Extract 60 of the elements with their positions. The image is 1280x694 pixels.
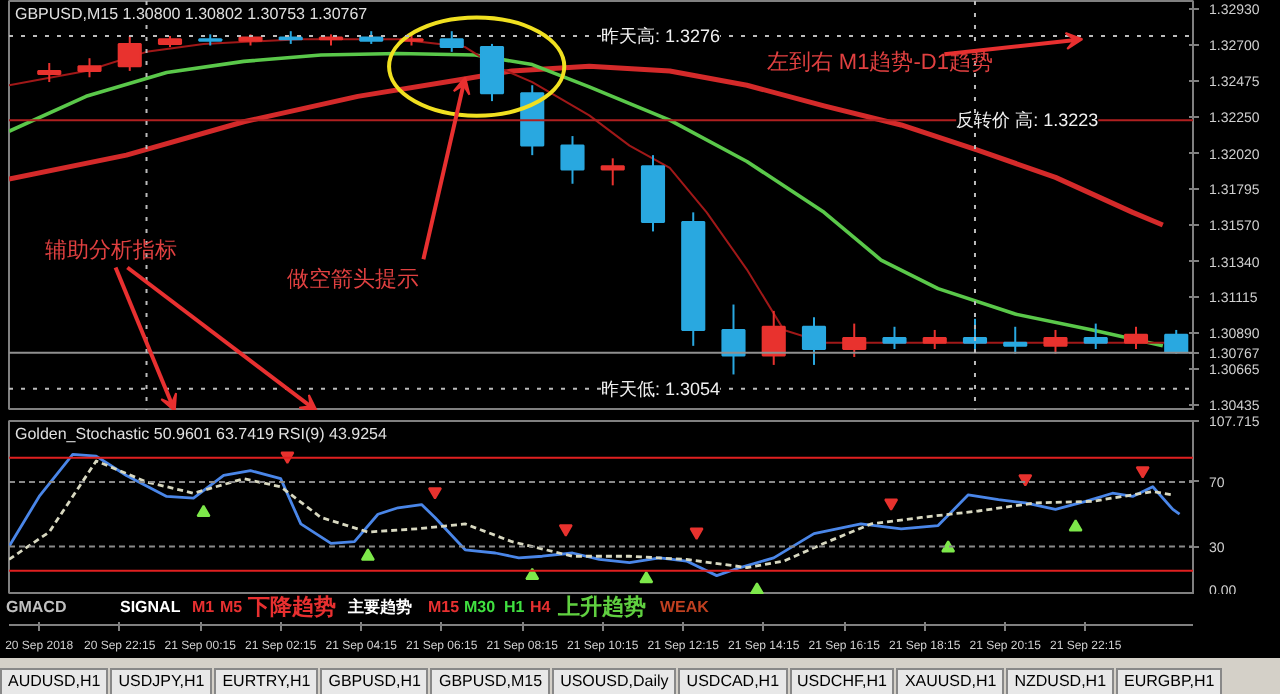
text: USDCHF,H1 bbox=[789, 668, 895, 694]
text: M30 bbox=[464, 596, 496, 620]
point bbox=[1068, 519, 1083, 532]
text: USOUSD,Daily bbox=[552, 668, 677, 694]
text: GMACD bbox=[6, 596, 67, 620]
text: GBPUSD,H1 bbox=[320, 668, 429, 694]
point bbox=[749, 582, 764, 594]
candlestick bbox=[962, 317, 988, 351]
candlestick bbox=[117, 34, 142, 72]
ref-line-label: 反转价 高: 1.3223 bbox=[956, 110, 1099, 131]
candlestick bbox=[922, 328, 947, 351]
text: XAUUSD,H1 bbox=[896, 668, 1005, 694]
point bbox=[689, 527, 704, 540]
candlestick bbox=[1123, 325, 1149, 351]
point bbox=[639, 570, 654, 584]
text: GBPUSD,M15 bbox=[430, 668, 551, 694]
point bbox=[427, 487, 442, 500]
text: USDCAD,H1 bbox=[678, 668, 788, 694]
candlestick bbox=[600, 157, 625, 187]
candlestick bbox=[842, 322, 867, 358]
ref-line-label: 昨天低: 1.3054 bbox=[601, 378, 721, 399]
text: M15 bbox=[428, 596, 460, 620]
text: 上升趋势 bbox=[558, 594, 646, 622]
text: 下降趋势 bbox=[248, 594, 336, 622]
point bbox=[360, 548, 375, 561]
candlestick bbox=[882, 325, 907, 351]
candlestick bbox=[1043, 328, 1068, 355]
point bbox=[884, 498, 899, 511]
annotation: 辅助分析指标 bbox=[44, 237, 177, 264]
text: H4 bbox=[530, 596, 551, 620]
candlestick bbox=[560, 135, 585, 185]
text: NZDUSD,H1 bbox=[1006, 668, 1115, 694]
text: 主要趋势 bbox=[348, 596, 412, 620]
point bbox=[196, 504, 211, 518]
point bbox=[558, 524, 573, 537]
candlestick bbox=[439, 30, 464, 53]
candlestick bbox=[801, 316, 827, 366]
point bbox=[1018, 474, 1033, 487]
text: SIGNAL bbox=[120, 596, 181, 620]
candlestick bbox=[479, 42, 505, 103]
text: WEAK bbox=[660, 596, 709, 620]
candlestick bbox=[721, 303, 746, 376]
point bbox=[941, 540, 956, 553]
text: M1 bbox=[192, 596, 215, 620]
text: USDJPY,H1 bbox=[110, 668, 213, 694]
candlestick bbox=[1003, 325, 1028, 355]
point bbox=[1135, 466, 1150, 479]
annotation: 做空箭头提示 bbox=[287, 265, 420, 292]
candlestick bbox=[77, 57, 102, 79]
chart-title: Golden_Stochastic 50.9601 63.7419 RSI(9) 43.9254 bbox=[15, 425, 388, 443]
candlestick bbox=[1083, 322, 1108, 351]
text: EURTRY,H1 bbox=[214, 668, 319, 694]
text: AUDUSD,H1 bbox=[0, 668, 109, 694]
text: EURGBP,H1 bbox=[1116, 668, 1223, 694]
ref-line-label: 昨天高: 1.3276 bbox=[601, 25, 721, 46]
candlestick bbox=[761, 309, 786, 366]
chart-title: GBPUSD,M15 1.30800 1.30802 1.30753 1.30767 bbox=[15, 5, 369, 23]
text: M5 bbox=[220, 596, 243, 620]
candlestick bbox=[37, 61, 62, 84]
text: H1 bbox=[504, 596, 525, 620]
